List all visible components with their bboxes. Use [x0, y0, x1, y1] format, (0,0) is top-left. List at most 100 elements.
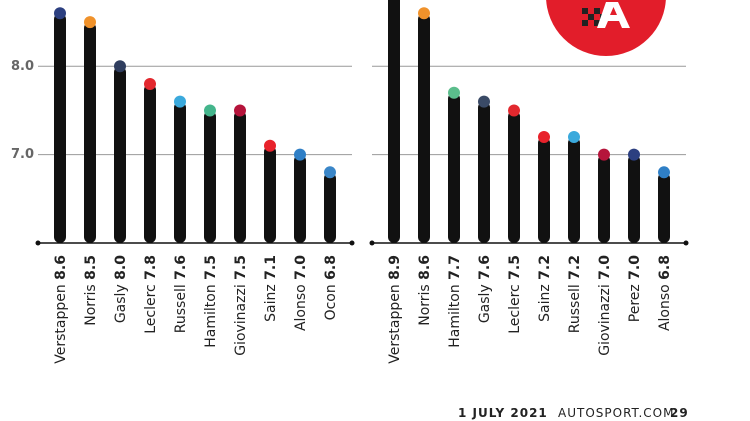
marker: [324, 166, 336, 179]
baseline-end: [683, 240, 689, 246]
x-tick-label: Alonso 7.0: [293, 255, 309, 331]
bar: [658, 172, 670, 243]
marker: [234, 104, 246, 117]
footer-page: 29: [670, 406, 689, 420]
x-tick-label: Giovinazzi 7.0: [597, 255, 613, 356]
marker: [628, 148, 640, 161]
logo: [546, 0, 666, 56]
category-label: Sainz: [263, 284, 279, 322]
category-label: Hamilton: [447, 284, 463, 347]
value-label: 7.5: [203, 255, 219, 280]
value-label: 7.2: [567, 255, 583, 280]
bar: [234, 110, 246, 243]
x-tick-label: Norris 8.6: [417, 255, 433, 326]
marker: [204, 104, 216, 117]
bar: [204, 110, 216, 243]
marker: [174, 95, 186, 108]
marker: [144, 77, 156, 90]
bar: [598, 154, 610, 243]
bar: [174, 101, 186, 243]
bar: [84, 22, 96, 243]
value-label: 7.5: [507, 255, 523, 280]
x-tick-label: Leclerc 7.5: [507, 255, 523, 334]
x-tick-label: Gasly 8.0: [113, 255, 129, 323]
bar: [388, 0, 400, 243]
bar: [324, 172, 336, 243]
value-label: 7.6: [477, 255, 493, 280]
category-label: Verstappen: [53, 284, 69, 363]
value-label: 7.0: [293, 255, 309, 280]
value-label: 8.0: [113, 255, 129, 280]
category-label: Perez: [627, 284, 643, 322]
x-tick-label: Alonso 6.8: [657, 255, 673, 331]
category-label: Alonso: [293, 284, 309, 331]
bar: [114, 66, 126, 243]
category-label: Leclerc: [507, 284, 523, 334]
marker: [264, 139, 276, 152]
value-label: 7.6: [173, 255, 189, 280]
value-label: 7.5: [233, 255, 249, 280]
bar: [628, 154, 640, 243]
bar: [568, 136, 580, 243]
value-label: 8.6: [53, 255, 69, 280]
x-tick-label: Perez 7.0: [627, 255, 643, 322]
value-label: 6.8: [323, 255, 339, 280]
marker: [54, 7, 66, 20]
bar: [294, 154, 306, 243]
value-label: 7.0: [597, 255, 613, 280]
category-label: Hamilton: [203, 284, 219, 347]
value-label: 7.2: [537, 255, 553, 280]
x-tick-label: Russell 7.2: [567, 255, 583, 333]
bar: [478, 101, 490, 243]
category-label: Ocon: [323, 284, 339, 320]
category-label: Norris: [83, 284, 99, 326]
bar: [538, 136, 550, 243]
value-label: 8.5: [83, 255, 99, 280]
logo-circle: [546, 0, 666, 56]
x-tick-label: Verstappen 8.6: [53, 255, 69, 364]
chart: 7.0 8.0 Verstappen 8.6 Norris 8.5 Gasly 8.0 L…: [11, 7, 355, 364]
marker: [508, 104, 520, 117]
category-label: Giovinazzi: [233, 284, 249, 356]
value-label: 7.1: [263, 255, 279, 280]
category-label: Verstappen: [387, 284, 403, 363]
category-label: Alonso: [657, 284, 673, 331]
x-tick-label: Russell 7.6: [173, 255, 189, 333]
marker: [598, 148, 610, 161]
category-label: Sainz: [537, 284, 553, 322]
x-tick-label: Leclerc 7.8: [143, 255, 159, 334]
footer-site: AUTOSPORT.COM: [558, 406, 674, 420]
y-tick-label: 7.0: [11, 147, 34, 162]
baseline-end: [369, 240, 375, 246]
footer: 1 JULY 2021 AUTOSPORT.COM 29: [458, 406, 689, 420]
marker: [478, 95, 490, 108]
bar: [448, 92, 460, 243]
x-tick-label: Norris 8.5: [83, 255, 99, 326]
bar: [264, 145, 276, 243]
chart: Verstappen 8.9 Norris 8.6 Hamilton 7.7 Gasl…: [369, 0, 689, 364]
x-tick-label: Hamilton 7.7: [447, 255, 463, 348]
category-label: Russell: [567, 284, 583, 333]
x-tick-label: Verstappen 8.9: [387, 255, 403, 364]
baseline-end: [349, 240, 355, 246]
value-label: 8.9: [387, 255, 403, 280]
marker: [568, 130, 580, 143]
value-label: 8.6: [417, 255, 433, 280]
value-label: 7.8: [143, 255, 159, 280]
logo-letter: [597, 2, 630, 28]
marker: [294, 148, 306, 161]
marker: [538, 130, 550, 143]
value-label: 7.7: [447, 255, 463, 280]
x-tick-label: Sainz 7.2: [537, 255, 553, 322]
category-label: Norris: [417, 284, 433, 326]
category-label: Russell: [173, 284, 189, 333]
bar: [54, 13, 66, 243]
category-label: Giovinazzi: [597, 284, 613, 356]
marker: [84, 16, 96, 29]
marker: [114, 60, 126, 73]
x-tick-label: Ocon 6.8: [323, 255, 339, 320]
marker: [418, 7, 430, 20]
category-label: Gasly: [477, 284, 493, 323]
category-label: Leclerc: [143, 284, 159, 334]
